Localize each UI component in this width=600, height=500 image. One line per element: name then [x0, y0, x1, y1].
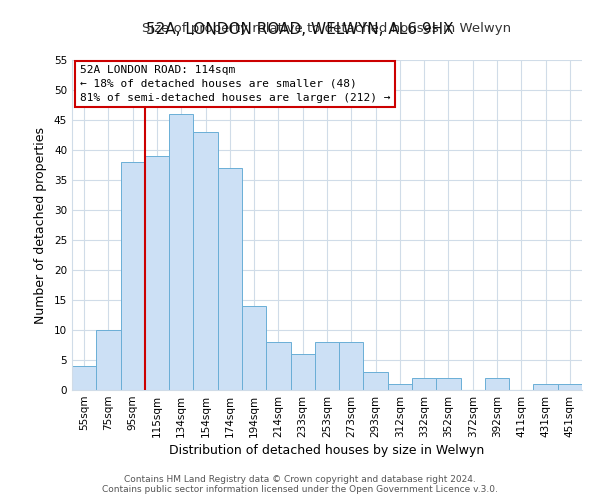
- Bar: [388, 384, 412, 390]
- Bar: [169, 114, 193, 390]
- Text: Contains public sector information licensed under the Open Government Licence v.: Contains public sector information licen…: [102, 485, 498, 494]
- Title: Size of property relative to detached houses in Welwyn: Size of property relative to detached ho…: [142, 22, 512, 35]
- Bar: [339, 342, 364, 390]
- Bar: [558, 384, 582, 390]
- Text: 52A, LONDON ROAD, WELWYN, AL6 9HX: 52A, LONDON ROAD, WELWYN, AL6 9HX: [146, 22, 454, 38]
- Bar: [290, 354, 315, 390]
- Bar: [218, 168, 242, 390]
- Bar: [533, 384, 558, 390]
- Text: Contains HM Land Registry data © Crown copyright and database right 2024.: Contains HM Land Registry data © Crown c…: [124, 475, 476, 484]
- Bar: [242, 306, 266, 390]
- Bar: [436, 378, 461, 390]
- Bar: [72, 366, 96, 390]
- Bar: [96, 330, 121, 390]
- Bar: [145, 156, 169, 390]
- Bar: [121, 162, 145, 390]
- Bar: [315, 342, 339, 390]
- Bar: [485, 378, 509, 390]
- Bar: [364, 372, 388, 390]
- X-axis label: Distribution of detached houses by size in Welwyn: Distribution of detached houses by size …: [169, 444, 485, 457]
- Bar: [193, 132, 218, 390]
- Bar: [266, 342, 290, 390]
- Y-axis label: Number of detached properties: Number of detached properties: [34, 126, 47, 324]
- Bar: [412, 378, 436, 390]
- Text: 52A LONDON ROAD: 114sqm
← 18% of detached houses are smaller (48)
81% of semi-de: 52A LONDON ROAD: 114sqm ← 18% of detache…: [80, 65, 390, 103]
